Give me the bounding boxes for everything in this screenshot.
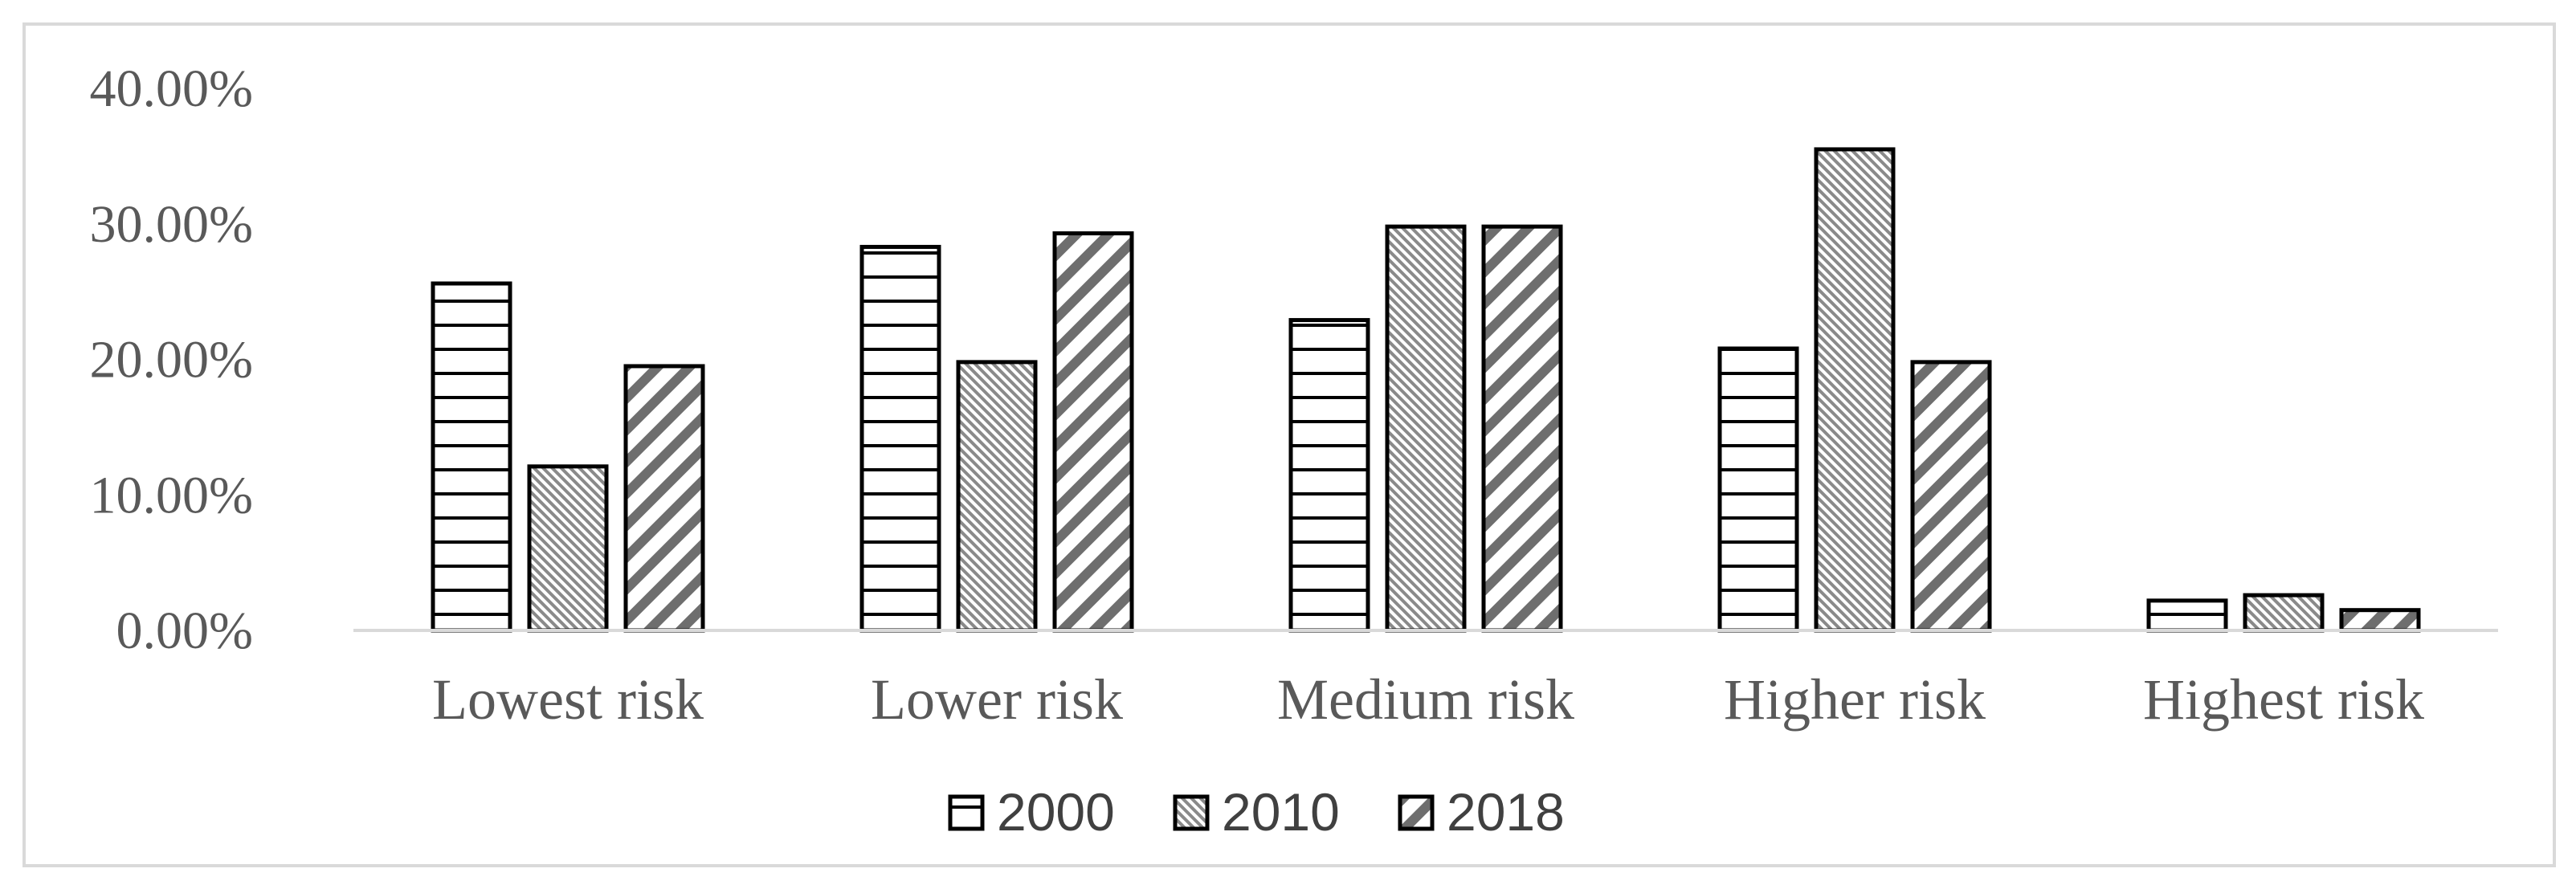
x-category-label: Highest risk [2143,667,2424,732]
y-tick-label: 30.00% [90,195,253,254]
legend-item-2018: 2018 [1398,782,1565,842]
bar-2000-lowest-risk [431,281,512,633]
bar-2010-highest-risk [2243,593,2325,633]
legend-item-2010: 2010 [1173,782,1340,842]
legend-swatch [1173,794,1210,831]
legend-label: 2000 [997,782,1115,842]
bar-2010-higher-risk [1814,147,1896,633]
y-tick-label: 0.00% [116,602,253,660]
legend-label: 2018 [1447,782,1565,842]
bar-2018-higher-risk [1910,360,1992,633]
legend-label: 2010 [1222,782,1340,842]
bar-2018-highest-risk [2339,608,2421,633]
x-category-label: Medium risk [1277,667,1574,732]
bar-2010-lowest-risk [527,464,609,633]
x-category-label: Lower risk [871,667,1123,732]
x-axis-category-labels: Lowest risk Lower risk Medium risk Higher r… [432,667,2424,732]
bar-2018-lower-risk [1052,231,1134,633]
bar-2010-medium-risk [1385,224,1467,633]
legend: 2000 2010 2018 [948,782,1565,842]
bar-2000-higher-risk [1717,346,1799,633]
legend-swatch [1398,794,1435,831]
y-tick-label: 40.00% [90,59,253,118]
bar-marks [431,147,2421,633]
bar-2018-medium-risk [1481,224,1563,633]
x-category-label: Lowest risk [432,667,704,732]
y-tick-label: 10.00% [90,466,253,524]
bar-2000-lower-risk [859,244,941,633]
bar-2010-lower-risk [956,360,1038,633]
bar-2000-medium-risk [1288,318,1370,633]
x-category-label: Higher risk [1724,667,1986,732]
legend-item-2000: 2000 [948,782,1115,842]
bar-2000-highest-risk [2146,598,2228,633]
bar-2018-lowest-risk [623,364,705,633]
legend-swatch [948,794,985,831]
y-tick-label: 20.00% [90,331,253,389]
y-axis-tick-labels: 0.00% 10.00% 20.00% 30.00% 40.00% [90,59,253,660]
